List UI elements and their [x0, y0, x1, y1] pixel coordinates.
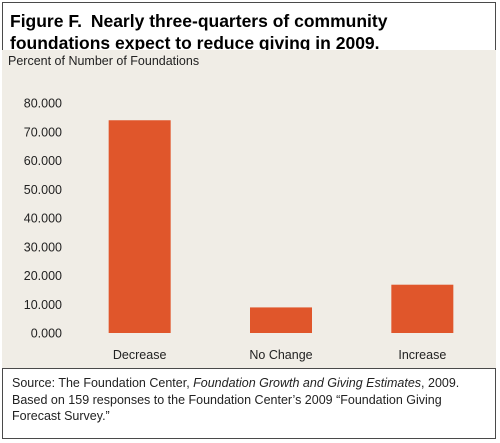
source-prefix: Source: The Foundation Center, — [12, 376, 194, 390]
y-tick-label: 0.000 — [31, 327, 62, 341]
source-divider — [2, 368, 496, 369]
y-tick-label: 40.000 — [24, 212, 62, 226]
chart-area: Percent of Number of Foundations 0.000 10… — [2, 50, 496, 368]
y-tick-label: 80.000 — [24, 97, 62, 111]
x-axis-labels: Decrease No Change Increase — [113, 348, 446, 362]
figure-title: Figure F. Nearly three-quarters of commu… — [10, 10, 490, 54]
bar-no-change — [250, 307, 312, 333]
x-tick-label: No Change — [249, 348, 312, 362]
y-axis-ticks: 0.000 10.000 20.000 30.000 40.000 50.000 60.00… — [24, 97, 62, 341]
y-tick-label: 60.000 — [24, 154, 62, 168]
y-tick-label: 70.000 — [24, 125, 62, 139]
bar-chart: Percent of Number of Foundations 0.000 10… — [8, 54, 454, 362]
y-tick-label: 10.000 — [24, 298, 62, 312]
bar-increase — [391, 284, 454, 333]
bars — [108, 120, 454, 333]
source-publication: Foundation Growth and Giving Estimates — [193, 376, 422, 390]
y-tick-label: 30.000 — [24, 240, 62, 254]
source-note: Source: The Foundation Center, Foundatio… — [12, 375, 490, 425]
figure-label: Figure F. — [10, 11, 82, 31]
y-tick-label: 50.000 — [24, 183, 62, 197]
source-suffix: , 2009. Based on 159 responses to the Fo… — [12, 376, 460, 423]
x-tick-label: Increase — [398, 348, 446, 362]
y-tick-label: 20.000 — [24, 269, 62, 283]
y-axis-label: Percent of Number of Foundations — [8, 54, 199, 68]
bar-decrease — [108, 120, 171, 333]
figure-title-text: Nearly three-quarters of community found… — [10, 11, 388, 53]
x-tick-label: Decrease — [113, 348, 167, 362]
